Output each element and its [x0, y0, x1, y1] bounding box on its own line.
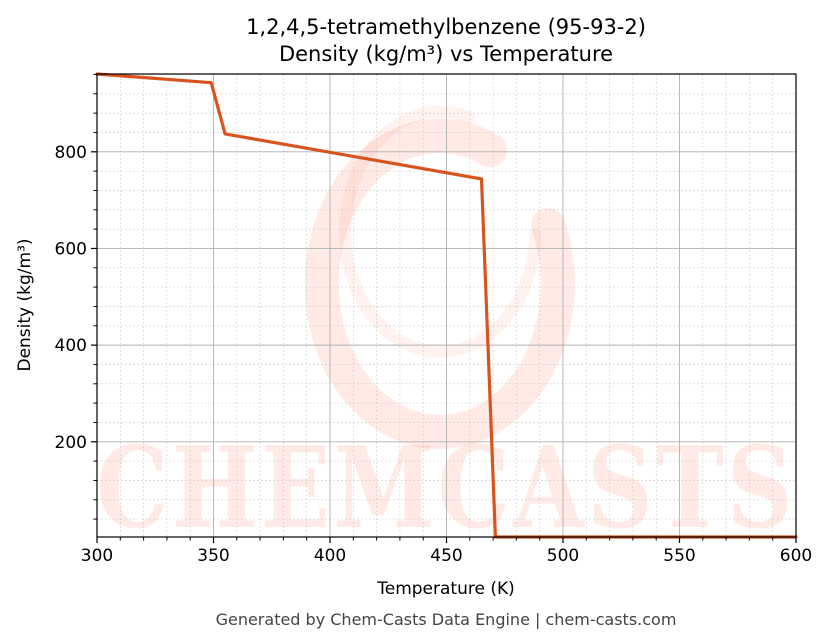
- ticks: 300 350 400 450 500 550 600 200 400 600 800: [55, 73, 812, 566]
- y-tick-label: 400: [55, 336, 87, 356]
- x-tick-label: 350: [197, 546, 229, 566]
- x-tick-label: 500: [547, 546, 579, 566]
- watermark: CHEMCASTS: [96, 105, 796, 554]
- footer-text: Generated by Chem-Casts Data Engine | ch…: [216, 610, 677, 629]
- watermark-logo: [304, 105, 575, 449]
- watermark-text: CHEMCASTS: [96, 423, 796, 554]
- x-tick-label: 400: [314, 546, 346, 566]
- x-tick-label: 550: [663, 546, 695, 566]
- x-tick-label: 450: [430, 546, 462, 566]
- x-axis-label: Temperature (K): [376, 579, 515, 599]
- x-tick-label: 600: [780, 546, 812, 566]
- chart-title: 1,2,4,5-tetramethylbenzene (95-93-2): [246, 15, 646, 39]
- y-axis-label: Density (kg/m³): [15, 238, 35, 371]
- chart-subtitle: Density (kg/m³) vs Temperature: [279, 42, 613, 66]
- y-tick-label: 600: [55, 239, 87, 259]
- x-tick-label: 300: [81, 546, 113, 566]
- y-tick-label: 800: [55, 143, 87, 163]
- y-tick-label: 200: [55, 433, 87, 453]
